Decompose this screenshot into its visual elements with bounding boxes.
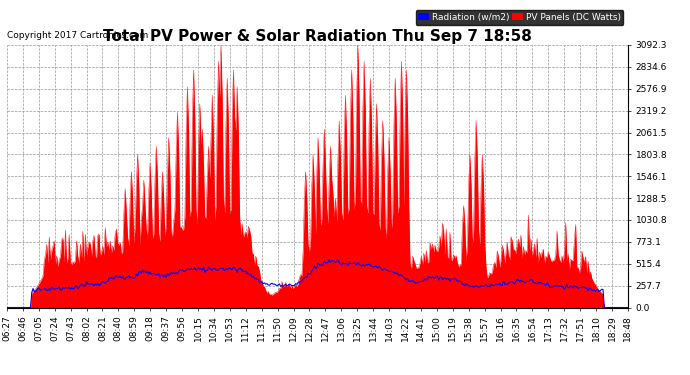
Text: Copyright 2017 Cartronics.com: Copyright 2017 Cartronics.com — [7, 31, 148, 40]
Legend: Radiation (w/m2), PV Panels (DC Watts): Radiation (w/m2), PV Panels (DC Watts) — [415, 10, 623, 24]
Title: Total PV Power & Solar Radiation Thu Sep 7 18:58: Total PV Power & Solar Radiation Thu Sep… — [103, 29, 532, 44]
